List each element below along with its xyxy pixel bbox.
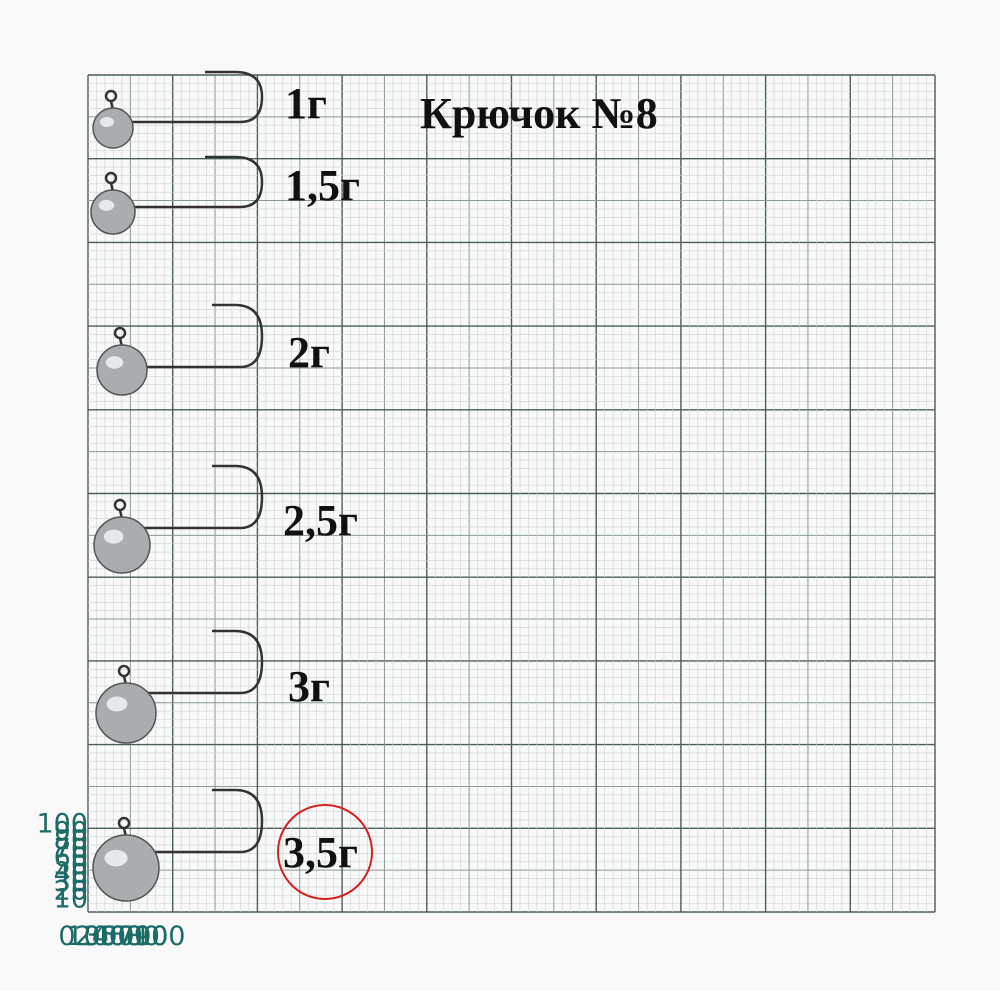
x-label: 30 <box>83 921 117 952</box>
lead-head <box>92 834 160 902</box>
x-label: 100 <box>134 921 186 952</box>
graph-paper <box>87 74 936 913</box>
y-label: 70 <box>54 833 88 864</box>
y-label: 80 <box>54 825 88 856</box>
lead-head <box>95 682 157 744</box>
x-label: 60 <box>109 921 143 952</box>
x-label: 90 <box>134 921 168 952</box>
head-highlight <box>98 199 115 211</box>
y-label: 40 <box>54 859 88 890</box>
head-highlight <box>103 529 124 544</box>
lead-head <box>96 344 148 396</box>
jig <box>93 464 264 574</box>
head-highlight <box>100 117 114 127</box>
weight-label: 2,5г <box>283 496 358 545</box>
y-label: 60 <box>54 842 88 873</box>
lead-head <box>93 516 151 574</box>
lead-head <box>90 189 136 235</box>
jig <box>90 155 264 235</box>
y-label: 20 <box>54 875 88 906</box>
weight-label: 2г <box>288 328 330 377</box>
hook <box>122 303 264 369</box>
jig <box>92 788 264 902</box>
y-label: 50 <box>54 850 88 881</box>
hook <box>113 155 264 209</box>
jig <box>95 629 264 744</box>
head-highlight <box>106 696 128 712</box>
head-highlight <box>105 356 124 369</box>
weight-label: 3г <box>288 662 330 711</box>
highlight-circle <box>277 804 373 900</box>
y-label: 30 <box>54 867 88 898</box>
jig-heads <box>90 70 264 902</box>
lead-head <box>92 107 134 149</box>
hook <box>126 629 264 695</box>
jig <box>92 70 264 149</box>
x-label: 40 <box>92 921 126 952</box>
weight-label: 1г <box>285 79 327 128</box>
head-highlight <box>104 849 128 867</box>
weight-label: 1,5г <box>285 161 360 210</box>
hook <box>113 70 264 124</box>
x-label: 70 <box>117 921 151 952</box>
y-label: 10 <box>54 884 88 915</box>
x-label: 20 <box>75 921 109 952</box>
x-label: 0 <box>58 921 75 952</box>
title: Крючок №8 <box>420 89 658 138</box>
x-label: 50 <box>100 921 134 952</box>
x-label: 80 <box>126 921 160 952</box>
x-label: 10 <box>66 921 100 952</box>
y-label: 90 <box>54 817 88 848</box>
weight-label: 3,5г <box>283 828 358 877</box>
jig <box>96 303 264 396</box>
hook <box>126 788 264 854</box>
y-label: 100 <box>36 808 88 839</box>
hook <box>122 464 264 530</box>
